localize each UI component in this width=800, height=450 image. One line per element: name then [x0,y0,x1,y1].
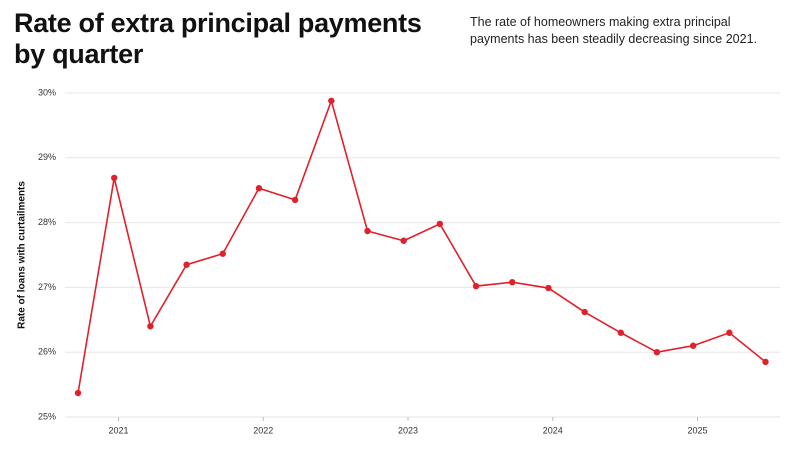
x-tick-label: 2022 [253,425,273,435]
point [147,323,154,330]
point [726,329,733,336]
point [364,227,371,235]
point [509,279,516,286]
point [762,358,769,366]
point [472,282,480,290]
chart-title: Rate of extra principal payments by quar… [14,8,422,69]
x-tick-label: 2025 [687,425,707,435]
y-tick-label: 29% [38,152,56,162]
point [400,237,407,244]
y-tick-label: 26% [38,347,56,357]
x-tick-label: 2023 [398,425,418,435]
chart-subtitle: The rate of homeowners making extra prin… [470,15,757,46]
point [689,342,697,349]
x-tick-label: 2021 [109,425,129,435]
point [581,308,588,316]
y-tick-label: 27% [38,282,56,292]
y-tick-label: 28% [38,217,56,227]
x-tick-label: 2024 [543,425,563,435]
y-tick-label: 25% [38,411,56,421]
point [255,185,263,192]
point [653,349,661,356]
y-axis-label: Rate of loans with curtailments [17,181,28,329]
line [77,98,767,394]
point [219,250,226,257]
point [545,284,552,292]
point [436,220,444,228]
point [74,389,82,397]
point [291,196,299,204]
point [328,97,335,104]
y-tick-label: 30% [38,87,56,97]
point [617,329,624,336]
point [111,174,118,182]
point [183,261,190,268]
